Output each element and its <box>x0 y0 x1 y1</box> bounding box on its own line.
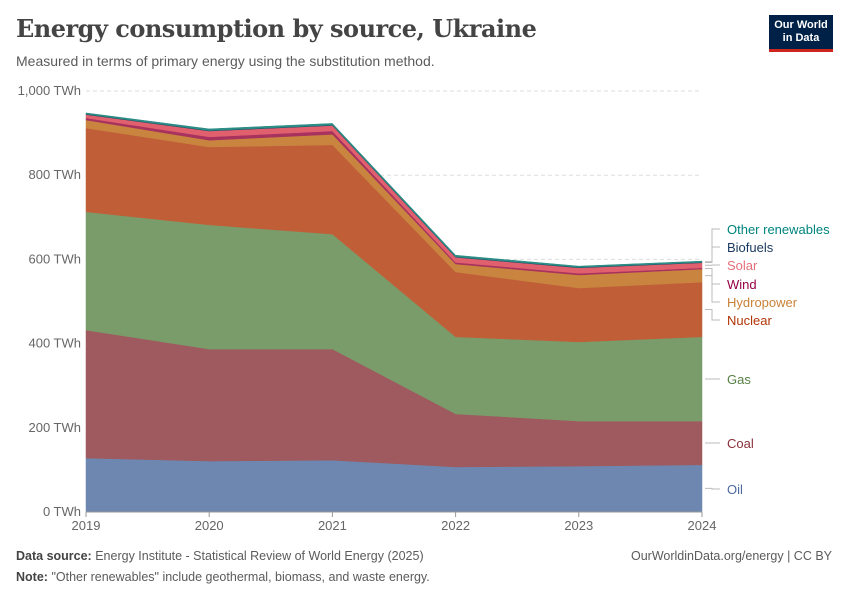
legend-label-hydropower: Hydropower <box>727 295 798 310</box>
legend-label-oil: Oil <box>727 482 743 497</box>
legend-label-solar: Solar <box>727 258 758 273</box>
note: Note: "Other renewables" include geother… <box>16 570 430 584</box>
x-tick-label: 2022 <box>441 518 470 533</box>
source-label: Data source: <box>16 549 92 563</box>
source-text: Energy Institute - Statistical Review of… <box>95 549 424 563</box>
label-connector <box>705 487 720 490</box>
data-source: Data source: Energy Institute - Statisti… <box>16 549 424 563</box>
x-tick-label: 2021 <box>318 518 347 533</box>
label-connector <box>705 275 720 303</box>
page-title: Energy consumption by source, Ukraine <box>16 14 537 43</box>
y-tick-label: 400 TWh <box>28 336 81 351</box>
x-tick-label: 2023 <box>564 518 593 533</box>
note-label: Note: <box>16 570 48 584</box>
y-tick-label: 200 TWh <box>28 420 81 435</box>
x-tick-label: 2019 <box>72 518 101 533</box>
y-tick-label: 600 TWh <box>28 251 81 266</box>
credit-link[interactable]: OurWorldinData.org/energy | CC BY <box>630 549 832 563</box>
area-other-renewables <box>85 112 703 268</box>
legend-label-biofuels: Biofuels <box>727 240 774 255</box>
label-connector <box>705 267 720 285</box>
owid-logo[interactable]: Our World in Data <box>769 15 833 52</box>
y-tick-label: 1,000 TWh <box>18 83 81 98</box>
label-connector <box>705 228 720 263</box>
legend-label-coal: Coal <box>727 436 754 451</box>
label-connector <box>705 308 720 321</box>
legend-label-gas: Gas <box>727 372 751 387</box>
legend-label-nuclear: Nuclear <box>727 313 772 328</box>
area-oil <box>85 457 703 513</box>
note-text: "Other renewables" include geothermal, b… <box>51 570 430 584</box>
subtitle: Measured in terms of primary energy usin… <box>16 53 435 69</box>
x-tick-label: 2020 <box>195 518 224 533</box>
y-tick-label: 800 TWh <box>28 167 81 182</box>
legend-label-other-renewables: Other renewables <box>727 222 830 237</box>
y-tick-label: 0 TWh <box>43 504 81 519</box>
x-tick-label: 2024 <box>688 518 717 533</box>
legend-label-wind: Wind <box>727 277 757 292</box>
